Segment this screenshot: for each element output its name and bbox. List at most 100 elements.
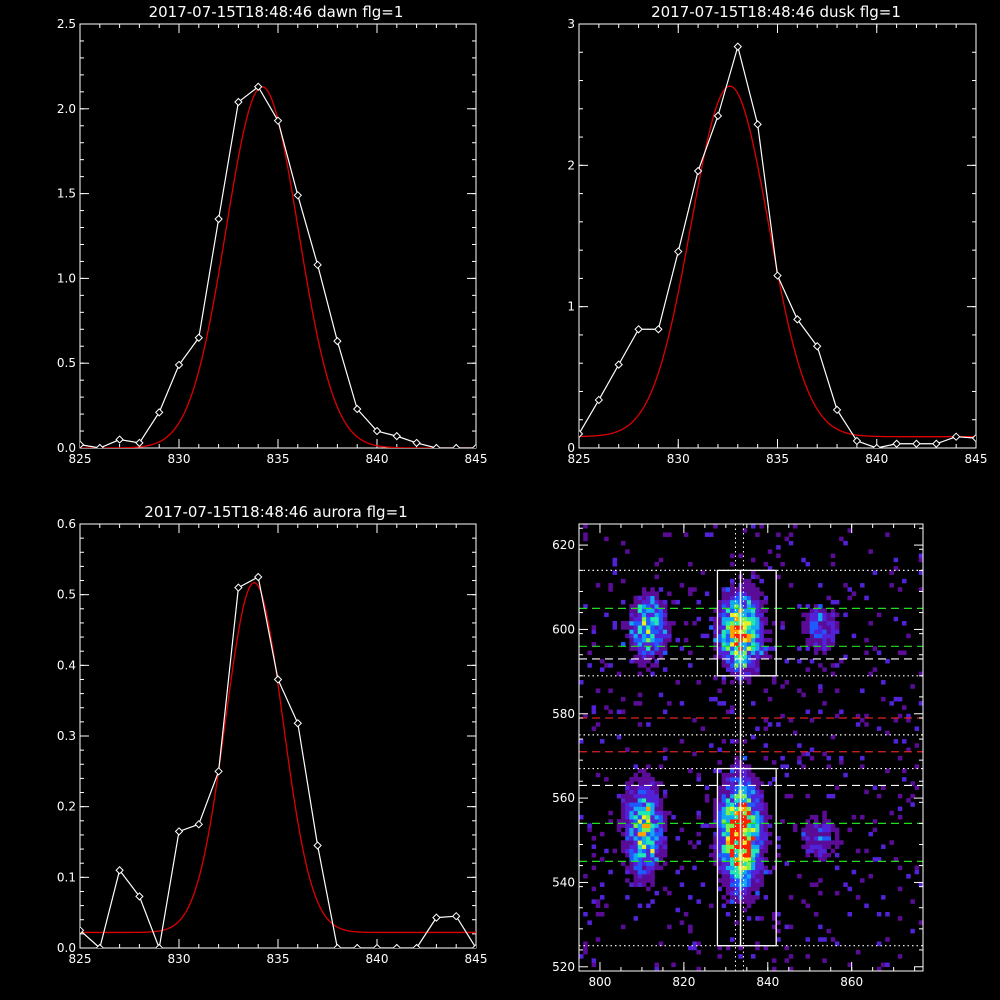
- image-pixel: [633, 777, 639, 782]
- image-pixel: [662, 633, 668, 639]
- image-pixel: [755, 882, 760, 887]
- image-pixel: [717, 599, 722, 605]
- image-pixel: [751, 637, 756, 643]
- image-pixel: [759, 789, 764, 795]
- image-pixel: [646, 629, 651, 634]
- image-pixel: [751, 781, 756, 786]
- image-pixel: [868, 620, 873, 626]
- aurora-data-point: [194, 820, 204, 829]
- dawn-data-point: [451, 443, 461, 448]
- image-pixel: [730, 827, 735, 833]
- image-pixel: [721, 777, 727, 782]
- image-pixel: [864, 713, 869, 719]
- dusk-data-point: [892, 439, 901, 448]
- image-pixel: [751, 654, 756, 660]
- image-pixel: [650, 899, 655, 904]
- image-pixel: [650, 595, 655, 601]
- image-pixel: [633, 878, 639, 883]
- image-ytick-label: 520: [552, 960, 575, 974]
- image-pixel: [734, 793, 739, 799]
- image-pixel: [629, 646, 634, 651]
- image-pixel: [721, 620, 727, 626]
- image-pixel: [767, 722, 773, 727]
- image-pixel: [721, 831, 727, 837]
- image-pixel: [725, 836, 731, 841]
- image-pixel: [629, 819, 634, 824]
- aurora-ytick-label: 0.3: [57, 729, 76, 743]
- image-pixel: [771, 620, 777, 626]
- image-pixel: [734, 616, 739, 622]
- image-pixel: [654, 642, 660, 647]
- image-pixel: [650, 663, 655, 668]
- image-pixel: [717, 827, 722, 833]
- image-pixel: [822, 650, 827, 656]
- image-pixel: [641, 591, 647, 596]
- image-pixel: [813, 633, 819, 639]
- image-pixel: [604, 903, 609, 909]
- image-pixel: [759, 814, 764, 820]
- image-pixel: [637, 658, 643, 664]
- image-pixel: [721, 701, 727, 706]
- image-pixel: [746, 599, 752, 605]
- image-pixel: [658, 642, 664, 647]
- image-pixel: [700, 882, 706, 887]
- image-pixel: [646, 642, 651, 647]
- image-pixel: [755, 663, 760, 668]
- image-pixel: [658, 831, 664, 837]
- image-pixel: [826, 620, 832, 626]
- image-pixel: [650, 777, 655, 782]
- image-xtick-label: 820: [672, 975, 695, 989]
- image-pixel: [675, 680, 680, 685]
- image-pixel: [725, 654, 731, 660]
- image-pixel: [759, 633, 764, 639]
- image-pixel: [713, 524, 718, 529]
- image-pixel: [734, 844, 739, 850]
- aurora-data-point: [253, 572, 263, 582]
- image-pixel: [641, 789, 647, 795]
- image-pixel: [696, 680, 701, 685]
- image-pixel: [734, 840, 739, 845]
- image-pixel: [826, 755, 832, 761]
- image-pixel: [717, 869, 722, 875]
- image-xtick-label: 860: [840, 975, 863, 989]
- image-pixel: [759, 524, 764, 529]
- image-pixel: [646, 654, 651, 660]
- image-pixel: [713, 831, 718, 837]
- image-pixel: [612, 620, 618, 626]
- image-pixel: [688, 924, 693, 930]
- aurora-data-point: [174, 827, 184, 836]
- image-pixel: [633, 620, 639, 626]
- image-pixel: [763, 840, 769, 845]
- image-pixel: [751, 802, 756, 807]
- dawn-data-point: [273, 116, 283, 125]
- image-pixel: [742, 620, 748, 626]
- image-pixel: [746, 646, 752, 651]
- image-pixel: [658, 587, 664, 592]
- image-pixel: [826, 646, 832, 651]
- image-pixel: [822, 819, 827, 824]
- image-pixel: [646, 646, 651, 651]
- image-pixel: [675, 907, 680, 913]
- image-pixel: [654, 827, 660, 833]
- image-pixel: [734, 814, 739, 820]
- image-pixel: [881, 895, 886, 900]
- image-pixel: [608, 688, 613, 693]
- image-pixel: [646, 840, 651, 845]
- image-pixel: [751, 574, 756, 580]
- image-pixel: [637, 814, 643, 820]
- image-pixel: [813, 852, 819, 858]
- image-pixel: [751, 852, 756, 858]
- image-pixel: [897, 696, 903, 702]
- image-pixel: [633, 764, 639, 769]
- image-pixel: [742, 802, 748, 807]
- image-pixel: [826, 928, 832, 934]
- image-pixel: [662, 789, 668, 795]
- image-pixel: [654, 823, 660, 828]
- image-pixel: [725, 616, 731, 622]
- image-pixel: [654, 814, 660, 820]
- image-pixel: [713, 806, 718, 812]
- image-pixel: [725, 861, 731, 866]
- image-pixel: [713, 675, 718, 681]
- image-pixel: [683, 532, 689, 537]
- image-pixel: [872, 819, 878, 824]
